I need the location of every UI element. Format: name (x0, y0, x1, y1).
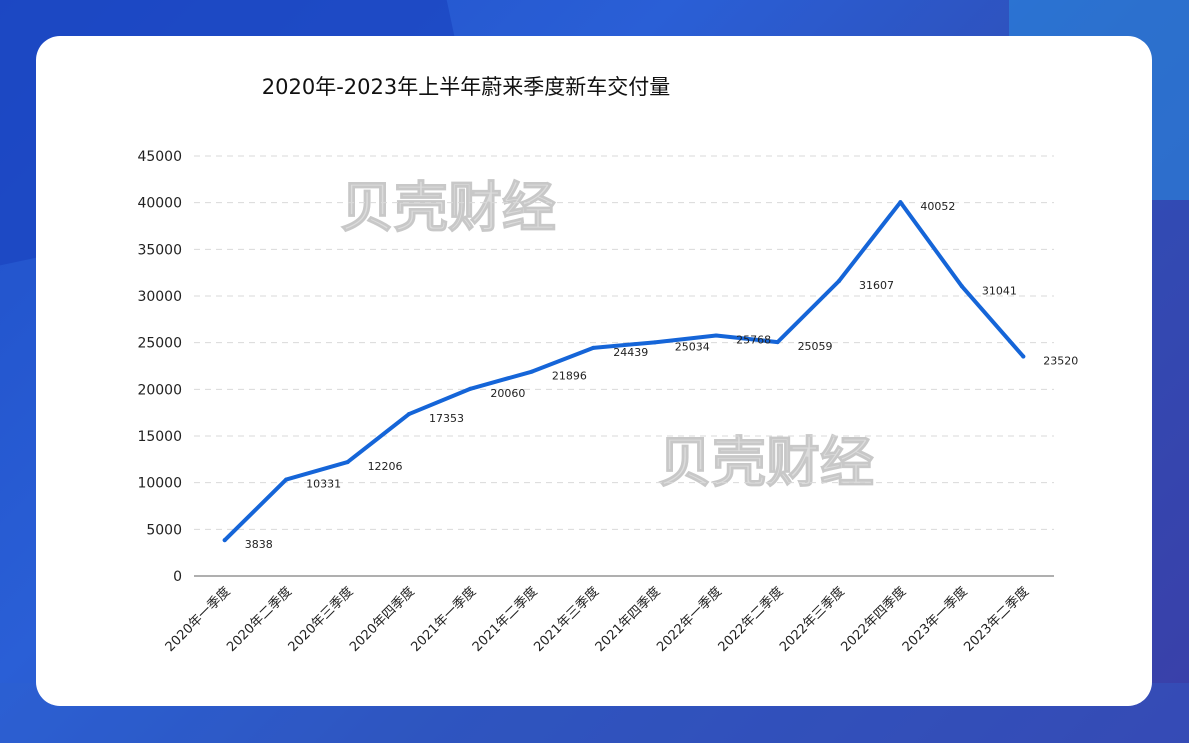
data-point (407, 412, 411, 417)
chart-title: 2020年-2023年上半年蔚来季度新车交付量 (262, 75, 670, 99)
data-point (529, 369, 534, 374)
x-tick-label: 2022年一季度 (653, 584, 724, 655)
x-tick-label: 2020年一季度 (162, 584, 233, 655)
y-tick-label: 5000 (146, 522, 182, 538)
data-point (898, 200, 903, 205)
data-label: 25059 (798, 340, 833, 353)
data-point (468, 386, 473, 391)
x-tick-label: 2023年一季度 (899, 584, 970, 655)
y-tick-label: 40000 (137, 196, 182, 212)
data-label: 31607 (859, 279, 894, 292)
y-tick-label: 20000 (137, 382, 182, 398)
watermark: 贝壳财经 (340, 176, 556, 239)
data-point (959, 284, 964, 289)
x-tick-label: 2020年二季度 (223, 584, 294, 655)
x-tick-label: 2020年三季度 (285, 584, 356, 655)
y-tick-label: 35000 (137, 242, 182, 258)
data-point (591, 345, 596, 350)
data-series (222, 200, 1026, 543)
y-tick-label: 0 (173, 569, 182, 585)
y-tick-label: 25000 (137, 336, 182, 352)
y-axis: 0 5000 10000 15000 20000 25000 30000 35000 40000… (137, 149, 182, 585)
data-point (775, 340, 780, 345)
x-tick-label: 2021年四季度 (592, 584, 663, 655)
data-label: 40052 (920, 200, 955, 213)
data-point (837, 279, 841, 284)
data-label: 20060 (490, 387, 525, 400)
data-point (652, 340, 657, 345)
x-tick-label: 2023年二季度 (961, 584, 1032, 655)
x-axis: 2020年一季度2020年二季度2020年三季度2020年四季度2021年一季度… (162, 575, 1054, 655)
y-tick-label: 15000 (137, 429, 182, 445)
x-tick-label: 2021年一季度 (408, 584, 479, 655)
x-tick-label: 2022年四季度 (838, 584, 909, 655)
x-tick-label: 2021年三季度 (531, 584, 602, 655)
y-tick-label: 45000 (137, 149, 182, 165)
gridlines (194, 155, 1054, 530)
data-label: 3838 (245, 538, 273, 551)
x-tick-label: 2021年二季度 (469, 584, 540, 655)
data-point (222, 538, 227, 543)
chart-card: 2020年-2023年上半年蔚来季度新车交付量 贝壳财经 贝壳财经 0 5000 1… (36, 36, 1152, 706)
data-label: 25768 (736, 333, 771, 346)
data-label: 17353 (429, 412, 464, 425)
watermark: 贝壳财经 (658, 431, 874, 494)
data-point (714, 333, 719, 338)
y-tick-label: 30000 (137, 289, 182, 305)
data-labels: 3838 10331 12206 17353 20060 21896 24439 25034 2… (245, 200, 1079, 551)
data-label: 31041 (982, 284, 1017, 297)
data-point (1021, 354, 1026, 359)
line-chart: 2020年-2023年上半年蔚来季度新车交付量 贝壳财经 贝壳财经 0 5000 1… (137, 75, 1079, 655)
data-label: 10331 (306, 478, 341, 491)
data-label: 12206 (368, 460, 403, 473)
data-point (284, 477, 289, 482)
data-point (345, 460, 350, 465)
data-label: 24439 (613, 346, 648, 359)
data-label: 21896 (552, 370, 587, 383)
data-label: 23520 (1043, 354, 1078, 367)
data-label: 25034 (675, 340, 710, 353)
y-tick-label: 10000 (137, 476, 182, 492)
series-line (222, 200, 1026, 543)
x-tick-label: 2022年二季度 (715, 584, 786, 655)
x-tick-label: 2022年三季度 (776, 584, 847, 655)
x-tick-label: 2020年四季度 (346, 584, 417, 655)
